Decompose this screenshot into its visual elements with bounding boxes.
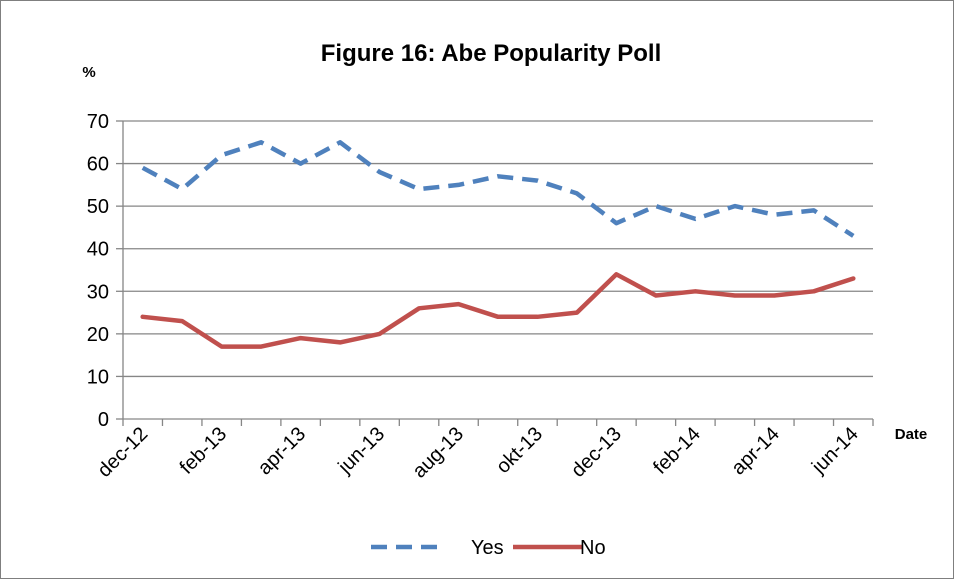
y-tick-label: 30 xyxy=(87,281,109,303)
series-line-no xyxy=(140,272,856,349)
y-tick-label: 40 xyxy=(87,239,109,261)
y-tick-label: 50 xyxy=(87,196,109,218)
series-lines xyxy=(140,140,856,349)
x-tick-label: okt-13 xyxy=(492,423,547,478)
x-tick-label: feb-14 xyxy=(649,423,705,479)
x-tick-label: feb-13 xyxy=(176,423,232,479)
x-tick-label: aug-13 xyxy=(408,423,468,483)
y-tick-label: 20 xyxy=(87,324,109,346)
x-tick-label: apr-14 xyxy=(727,423,783,479)
y-tick-label: 0 xyxy=(98,409,109,431)
x-tick-label: dec-13 xyxy=(567,423,626,482)
y-tick-label: 10 xyxy=(87,366,109,388)
x-tick-label: jun-14 xyxy=(807,423,863,479)
legend: Yes No xyxy=(371,537,606,559)
x-axis-label: Date xyxy=(895,426,928,443)
gridlines xyxy=(123,120,873,378)
chart-title: Figure 16: Abe Popularity Poll xyxy=(321,40,662,67)
legend-label-yes: Yes xyxy=(471,537,504,559)
y-axis-label: % xyxy=(82,64,95,81)
series-line-yes xyxy=(141,140,855,238)
y-tick-label: 60 xyxy=(87,154,109,176)
x-tick-label: apr-13 xyxy=(254,423,310,479)
legend-label-no: No xyxy=(580,537,606,559)
y-tick-label: 70 xyxy=(87,111,109,133)
x-tick-label: dec-12 xyxy=(93,423,152,482)
x-tick-label: jun-13 xyxy=(334,423,390,479)
